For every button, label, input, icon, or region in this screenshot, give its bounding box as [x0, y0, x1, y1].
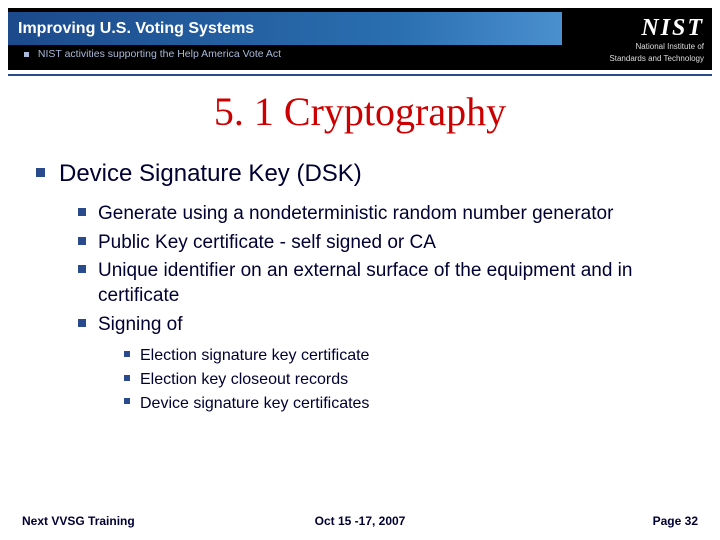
list-item-text: Device signature key certificates	[140, 395, 369, 412]
list-item-text: Generate using a nondeterministic random…	[98, 203, 613, 224]
list-item: Generate using a nondeterministic random…	[78, 202, 684, 227]
slide-title: 5. 1 Cryptography	[0, 88, 720, 135]
org-acronym: NIST	[564, 16, 704, 40]
list-item-text: Election key closeout records	[140, 371, 348, 388]
org-logo-box: NIST National Institute of Standards and…	[564, 8, 712, 70]
list-item-text: Signing of	[98, 314, 183, 335]
slide: Improving U.S. Voting Systems NIST activ…	[0, 0, 720, 540]
banner-title: Improving U.S. Voting Systems	[18, 20, 254, 38]
square-bullet-icon	[78, 319, 86, 327]
list-item-text: Unique identifier on an external surface…	[98, 260, 632, 306]
footer-right: Page 32	[653, 514, 698, 528]
list-item: Election key closeout records	[124, 369, 684, 391]
square-bullet-icon	[36, 168, 45, 177]
list-item-text: Election signature key certificate	[140, 347, 369, 364]
banner: Improving U.S. Voting Systems NIST activ…	[8, 8, 712, 70]
square-bullet-icon	[124, 375, 130, 381]
lvl3-list: Election signature key certificate Elect…	[124, 345, 684, 414]
lvl2-list: Generate using a nondeterministic random…	[78, 202, 684, 414]
list-item-text: Public Key certificate - self signed or …	[98, 232, 436, 253]
square-bullet-icon	[124, 351, 130, 357]
heading-lvl1: Device Signature Key (DSK)	[36, 160, 684, 188]
list-item: Unique identifier on an external surface…	[78, 259, 684, 308]
square-bullet-icon	[78, 237, 86, 245]
list-item: Device signature key certificates	[124, 393, 684, 415]
list-item: Public Key certificate - self signed or …	[78, 231, 684, 256]
list-item: Election signature key certificate	[124, 345, 684, 367]
org-name-line1: National Institute of	[564, 42, 704, 52]
banner-title-strip: Improving U.S. Voting Systems	[8, 12, 562, 45]
bullet-dot-icon	[24, 52, 29, 57]
footer-left: Next VVSG Training	[22, 514, 135, 528]
list-item: Signing of	[78, 313, 684, 338]
square-bullet-icon	[78, 265, 86, 273]
banner-subtitle: NIST activities supporting the Help Amer…	[38, 48, 281, 60]
square-bullet-icon	[78, 208, 86, 216]
footer: Oct 15 -17, 2007 Next VVSG Training Page…	[22, 514, 698, 528]
banner-subtitle-row: NIST activities supporting the Help Amer…	[24, 48, 281, 60]
org-name-line2: Standards and Technology	[564, 54, 704, 64]
square-bullet-icon	[124, 398, 130, 404]
divider-rule	[8, 74, 712, 76]
heading-text: Device Signature Key (DSK)	[59, 160, 362, 187]
slide-content: Device Signature Key (DSK) Generate usin…	[36, 160, 684, 416]
